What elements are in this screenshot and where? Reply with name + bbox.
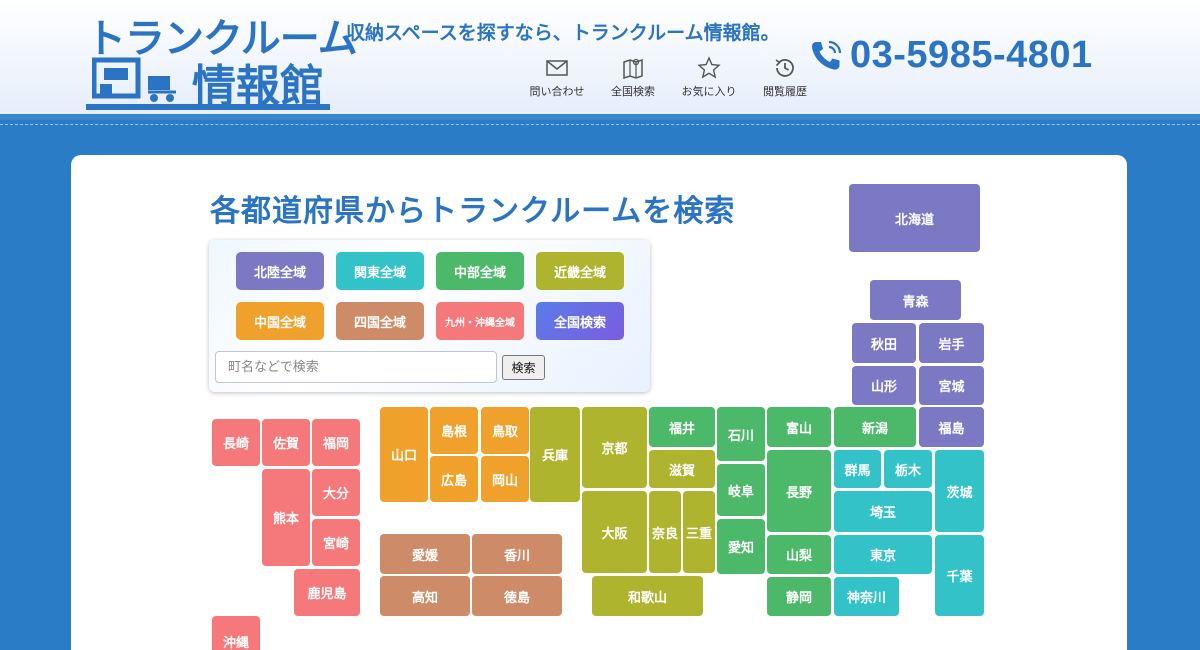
logo-underline xyxy=(86,104,330,110)
header-nav: 問い合わせ 全国検索 お気に入り 閲覧履歴 xyxy=(526,56,816,99)
map-icon xyxy=(623,58,643,80)
pref-miyazaki[interactable]: 宮崎 xyxy=(312,519,360,566)
region-hokuriku-button[interactable]: 北陸全域 xyxy=(236,252,324,290)
pref-nagasaki[interactable]: 長崎 xyxy=(212,419,260,466)
pref-hokkaido[interactable]: 北海道 xyxy=(849,184,980,252)
region-kyushu-okinawa-button[interactable]: 九州・沖縄全域 xyxy=(436,302,524,340)
pref-wakayama[interactable]: 和歌山 xyxy=(592,576,703,616)
pref-okinawa[interactable]: 沖縄 xyxy=(212,616,260,650)
nav-national-search-label: 全国検索 xyxy=(611,85,655,98)
logo-text-bottom: 情報館 xyxy=(192,61,324,112)
pref-iwate[interactable]: 岩手 xyxy=(919,323,984,363)
pref-fukushima[interactable]: 福島 xyxy=(919,407,984,447)
pref-gifu[interactable]: 岐阜 xyxy=(717,464,765,516)
nav-favorites-label: お気に入り xyxy=(681,85,737,98)
pref-ibaraki[interactable]: 茨城 xyxy=(935,450,984,532)
pref-shiga[interactable]: 滋賀 xyxy=(649,450,715,488)
site-tagline: 収納スペースを探すなら、トランクルーム情報館。 xyxy=(346,22,780,44)
pref-aichi[interactable]: 愛知 xyxy=(717,519,765,574)
region-kanto-button[interactable]: 関東全域 xyxy=(336,252,424,290)
pref-kagawa[interactable]: 香川 xyxy=(472,534,562,574)
pref-tokushima[interactable]: 徳島 xyxy=(472,576,562,616)
pref-shimane[interactable]: 島根 xyxy=(430,407,478,454)
pref-shizuoka[interactable]: 静岡 xyxy=(767,577,831,616)
pref-tochigi[interactable]: 栃木 xyxy=(884,450,932,488)
phone-number: 03-5985-4801 xyxy=(850,34,1093,76)
nav-contact[interactable]: 問い合わせ xyxy=(526,56,588,99)
pref-saitama[interactable]: 埼玉 xyxy=(834,491,932,532)
nav-history-label: 閲覧履歴 xyxy=(763,85,807,98)
search-button[interactable]: 検索 xyxy=(502,355,545,380)
pref-miyagi[interactable]: 宮城 xyxy=(919,366,984,405)
pref-ishikawa[interactable]: 石川 xyxy=(717,407,765,461)
pref-akita[interactable]: 秋田 xyxy=(852,323,916,363)
star-icon xyxy=(697,56,721,79)
pref-fukui[interactable]: 福井 xyxy=(649,407,715,447)
pref-kagoshima[interactable]: 鹿児島 xyxy=(294,569,360,616)
pref-fukuoka[interactable]: 福岡 xyxy=(312,419,360,466)
nav-national-search[interactable]: 全国検索 xyxy=(602,56,664,99)
pref-saga[interactable]: 佐賀 xyxy=(262,419,310,466)
town-search-input[interactable] xyxy=(215,351,497,383)
phone-icon xyxy=(811,40,842,70)
pref-chiba[interactable]: 千葉 xyxy=(935,535,984,616)
pref-nagano[interactable]: 長野 xyxy=(767,450,831,532)
region-chugoku-button[interactable]: 中国全域 xyxy=(236,302,324,340)
pref-yamanashi[interactable]: 山梨 xyxy=(767,535,831,574)
pref-mie[interactable]: 三重 xyxy=(683,491,715,573)
phone-contact[interactable]: 03-5985-4801 xyxy=(808,34,1093,77)
pref-osaka[interactable]: 大阪 xyxy=(582,491,647,573)
pref-okayama[interactable]: 岡山 xyxy=(481,456,529,502)
pref-tokyo[interactable]: 東京 xyxy=(834,535,932,574)
pref-hiroshima[interactable]: 広島 xyxy=(430,456,478,502)
site-header xyxy=(0,0,1200,114)
logo-text-top: トランクルーム xyxy=(86,16,358,62)
pref-gunma[interactable]: 群馬 xyxy=(834,450,881,488)
pref-kyoto[interactable]: 京都 xyxy=(582,407,647,488)
pref-aomori[interactable]: 青森 xyxy=(870,280,961,320)
region-national-button[interactable]: 全国検索 xyxy=(536,302,624,340)
header-divider xyxy=(0,124,1200,125)
site-logo[interactable]: トランクルーム 情報館 xyxy=(86,6,358,112)
nav-contact-label: 問い合わせ xyxy=(529,85,585,98)
nav-favorites[interactable]: お気に入り xyxy=(678,56,740,99)
storage-cart-icon xyxy=(92,57,176,102)
history-icon xyxy=(775,59,794,77)
pref-oita[interactable]: 大分 xyxy=(312,469,360,516)
region-kinki-button[interactable]: 近畿全域 xyxy=(536,252,624,290)
pref-kumamoto[interactable]: 熊本 xyxy=(262,469,310,566)
pref-hyogo[interactable]: 兵庫 xyxy=(530,407,580,502)
pref-toyama[interactable]: 富山 xyxy=(767,407,831,447)
pref-kochi[interactable]: 高知 xyxy=(380,576,470,616)
page-title: 各都道府県からトランクルームを検索 xyxy=(210,194,736,229)
mail-icon xyxy=(546,60,568,76)
pref-yamagata[interactable]: 山形 xyxy=(852,366,916,405)
region-shikoku-button[interactable]: 四国全域 xyxy=(336,302,424,340)
pref-tottori[interactable]: 鳥取 xyxy=(481,407,529,454)
pref-kanagawa[interactable]: 神奈川 xyxy=(834,577,899,616)
pref-nara[interactable]: 奈良 xyxy=(649,491,681,573)
region-chubu-button[interactable]: 中部全域 xyxy=(436,252,524,290)
nav-history[interactable]: 閲覧履歴 xyxy=(754,56,816,99)
pref-yamaguchi[interactable]: 山口 xyxy=(380,407,428,502)
pref-ehime[interactable]: 愛媛 xyxy=(380,534,470,574)
pref-niigata[interactable]: 新潟 xyxy=(834,407,916,447)
header-band xyxy=(0,114,1200,120)
